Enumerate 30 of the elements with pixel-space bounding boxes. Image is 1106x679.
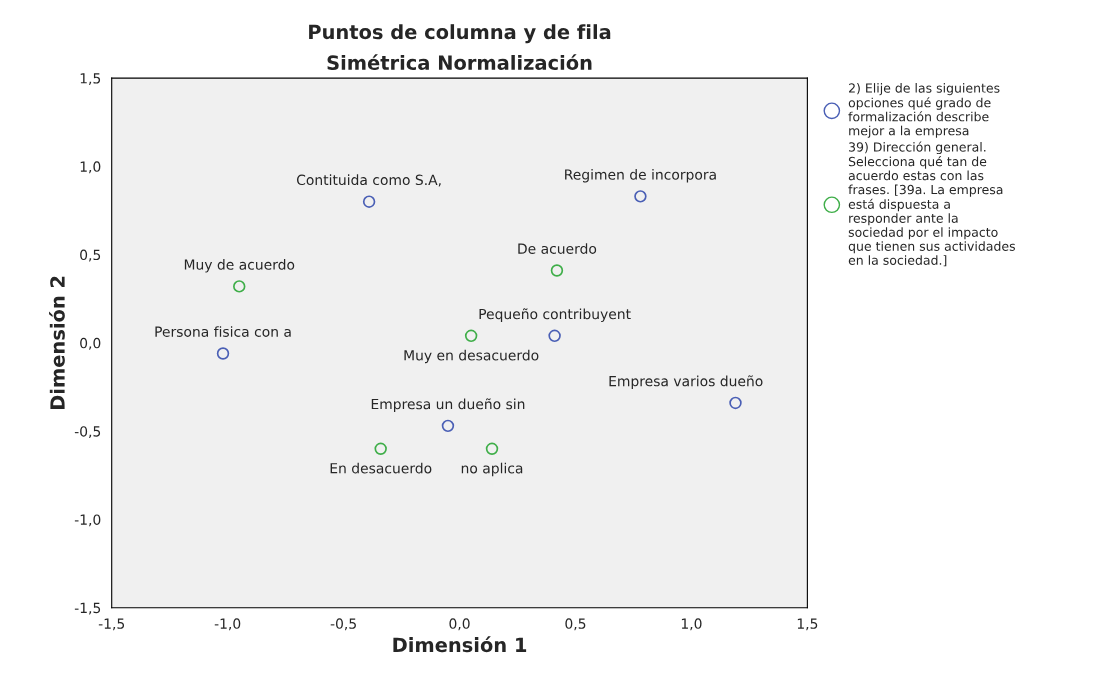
annotation: Pequeño contribuyent [479, 308, 631, 322]
x-tick-label: 0,0 [449, 618, 470, 631]
x-axis-title: Dimensión 1 [393, 636, 527, 653]
annotation: En desacuerdo [330, 462, 432, 474]
y-axis-title: Dimensión 2 [49, 276, 65, 410]
text: 39) Dirección general. Selecciona qué tan de acuerdo estas con las frases. [39a. La empresa está dispuesta a responder ante la sociedad por el impacto que tienen sus actividades en la sociedad.] [848, 141, 1015, 267]
annotation: Persona fisica con a [155, 326, 291, 337]
annotation: Empresa varios dueño [609, 375, 763, 390]
annotation: Muy en desacuerdo [404, 349, 539, 364]
annotation: Empresa un dueño sin [371, 398, 525, 412]
x-tick-label: 1,0 [681, 618, 702, 631]
x-tick-label: -1,0 [214, 618, 241, 631]
y-tick-label: 0,5 [80, 249, 101, 262]
annotation: Muy de acuerdo [184, 259, 295, 273]
x-tick-label: 1,5 [797, 618, 818, 631]
legend-label: 2) Elije de las siguientes opciones qué grado de formalización describe mejor a la empresa [848, 83, 1000, 138]
y-tick-label: 0,0 [80, 337, 101, 350]
x-tick-label: -1,5 [98, 618, 125, 631]
y-tick-label: -1,0 [74, 514, 101, 527]
annotation: Contituida como S.A, [296, 174, 441, 187]
annotation: no aplica [461, 462, 523, 477]
annotation: Regimen de incorpora [565, 169, 716, 183]
y-tick-label: 1,5 [80, 73, 101, 85]
y-tick-label: -1,5 [74, 602, 101, 615]
x-tick-label: 0,5 [565, 618, 586, 631]
y-tick-label: -0,5 [74, 426, 101, 439]
x-tick-label: -0,5 [330, 618, 356, 631]
chart-title: Puntos de columna y de fila Simétrica Normalización [309, 24, 611, 71]
annotation: De acuerdo [518, 243, 597, 254]
y-tick-label: 1,0 [80, 161, 101, 174]
